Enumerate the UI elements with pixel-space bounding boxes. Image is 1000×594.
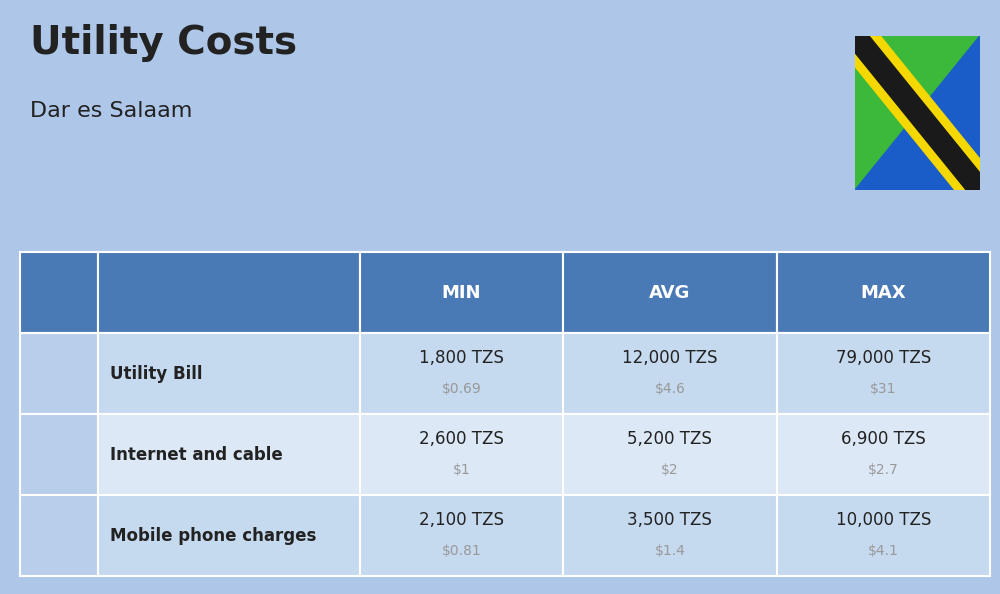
Bar xyxy=(360,415,563,495)
Text: AVG: AVG xyxy=(649,284,691,302)
Text: 2,600 TZS: 2,600 TZS xyxy=(419,430,504,448)
Text: 1,800 TZS: 1,800 TZS xyxy=(419,349,504,368)
Bar xyxy=(777,415,990,495)
Text: 5,200 TZS: 5,200 TZS xyxy=(627,430,712,448)
Text: Utility Bill: Utility Bill xyxy=(110,365,202,383)
Bar xyxy=(360,252,563,333)
Text: $2: $2 xyxy=(661,463,679,477)
Polygon shape xyxy=(855,36,980,190)
Polygon shape xyxy=(855,36,980,190)
Text: Internet and cable: Internet and cable xyxy=(110,446,282,464)
Bar xyxy=(360,333,563,415)
Text: $1: $1 xyxy=(452,463,470,477)
Text: Mobile phone charges: Mobile phone charges xyxy=(110,527,316,545)
Bar xyxy=(98,495,360,576)
Text: 6,900 TZS: 6,900 TZS xyxy=(841,430,926,448)
Text: MAX: MAX xyxy=(860,284,906,302)
Text: $0.81: $0.81 xyxy=(441,544,481,558)
Bar xyxy=(20,495,98,576)
Polygon shape xyxy=(855,36,980,190)
Bar xyxy=(20,252,98,333)
Bar xyxy=(563,252,777,333)
Text: 79,000 TZS: 79,000 TZS xyxy=(836,349,931,368)
Text: Utility Costs: Utility Costs xyxy=(30,24,297,62)
Bar xyxy=(777,495,990,576)
Polygon shape xyxy=(855,36,980,190)
Bar xyxy=(777,333,990,415)
Text: Dar es Salaam: Dar es Salaam xyxy=(30,101,192,121)
Bar xyxy=(360,495,563,576)
Text: $4.6: $4.6 xyxy=(654,383,685,396)
Bar xyxy=(20,333,98,415)
Text: 12,000 TZS: 12,000 TZS xyxy=(622,349,718,368)
Bar xyxy=(98,333,360,415)
Text: $0.69: $0.69 xyxy=(441,383,481,396)
Text: $1.4: $1.4 xyxy=(654,544,685,558)
Bar xyxy=(20,415,98,495)
Bar xyxy=(563,415,777,495)
Bar xyxy=(563,495,777,576)
Bar xyxy=(777,252,990,333)
Bar xyxy=(98,252,360,333)
Text: 2,100 TZS: 2,100 TZS xyxy=(419,511,504,529)
Bar xyxy=(98,415,360,495)
Text: $31: $31 xyxy=(870,383,897,396)
Text: MIN: MIN xyxy=(442,284,481,302)
Text: $4.1: $4.1 xyxy=(868,544,899,558)
Text: 10,000 TZS: 10,000 TZS xyxy=(836,511,931,529)
Text: $2.7: $2.7 xyxy=(868,463,899,477)
Bar xyxy=(563,333,777,415)
Text: 3,500 TZS: 3,500 TZS xyxy=(627,511,712,529)
